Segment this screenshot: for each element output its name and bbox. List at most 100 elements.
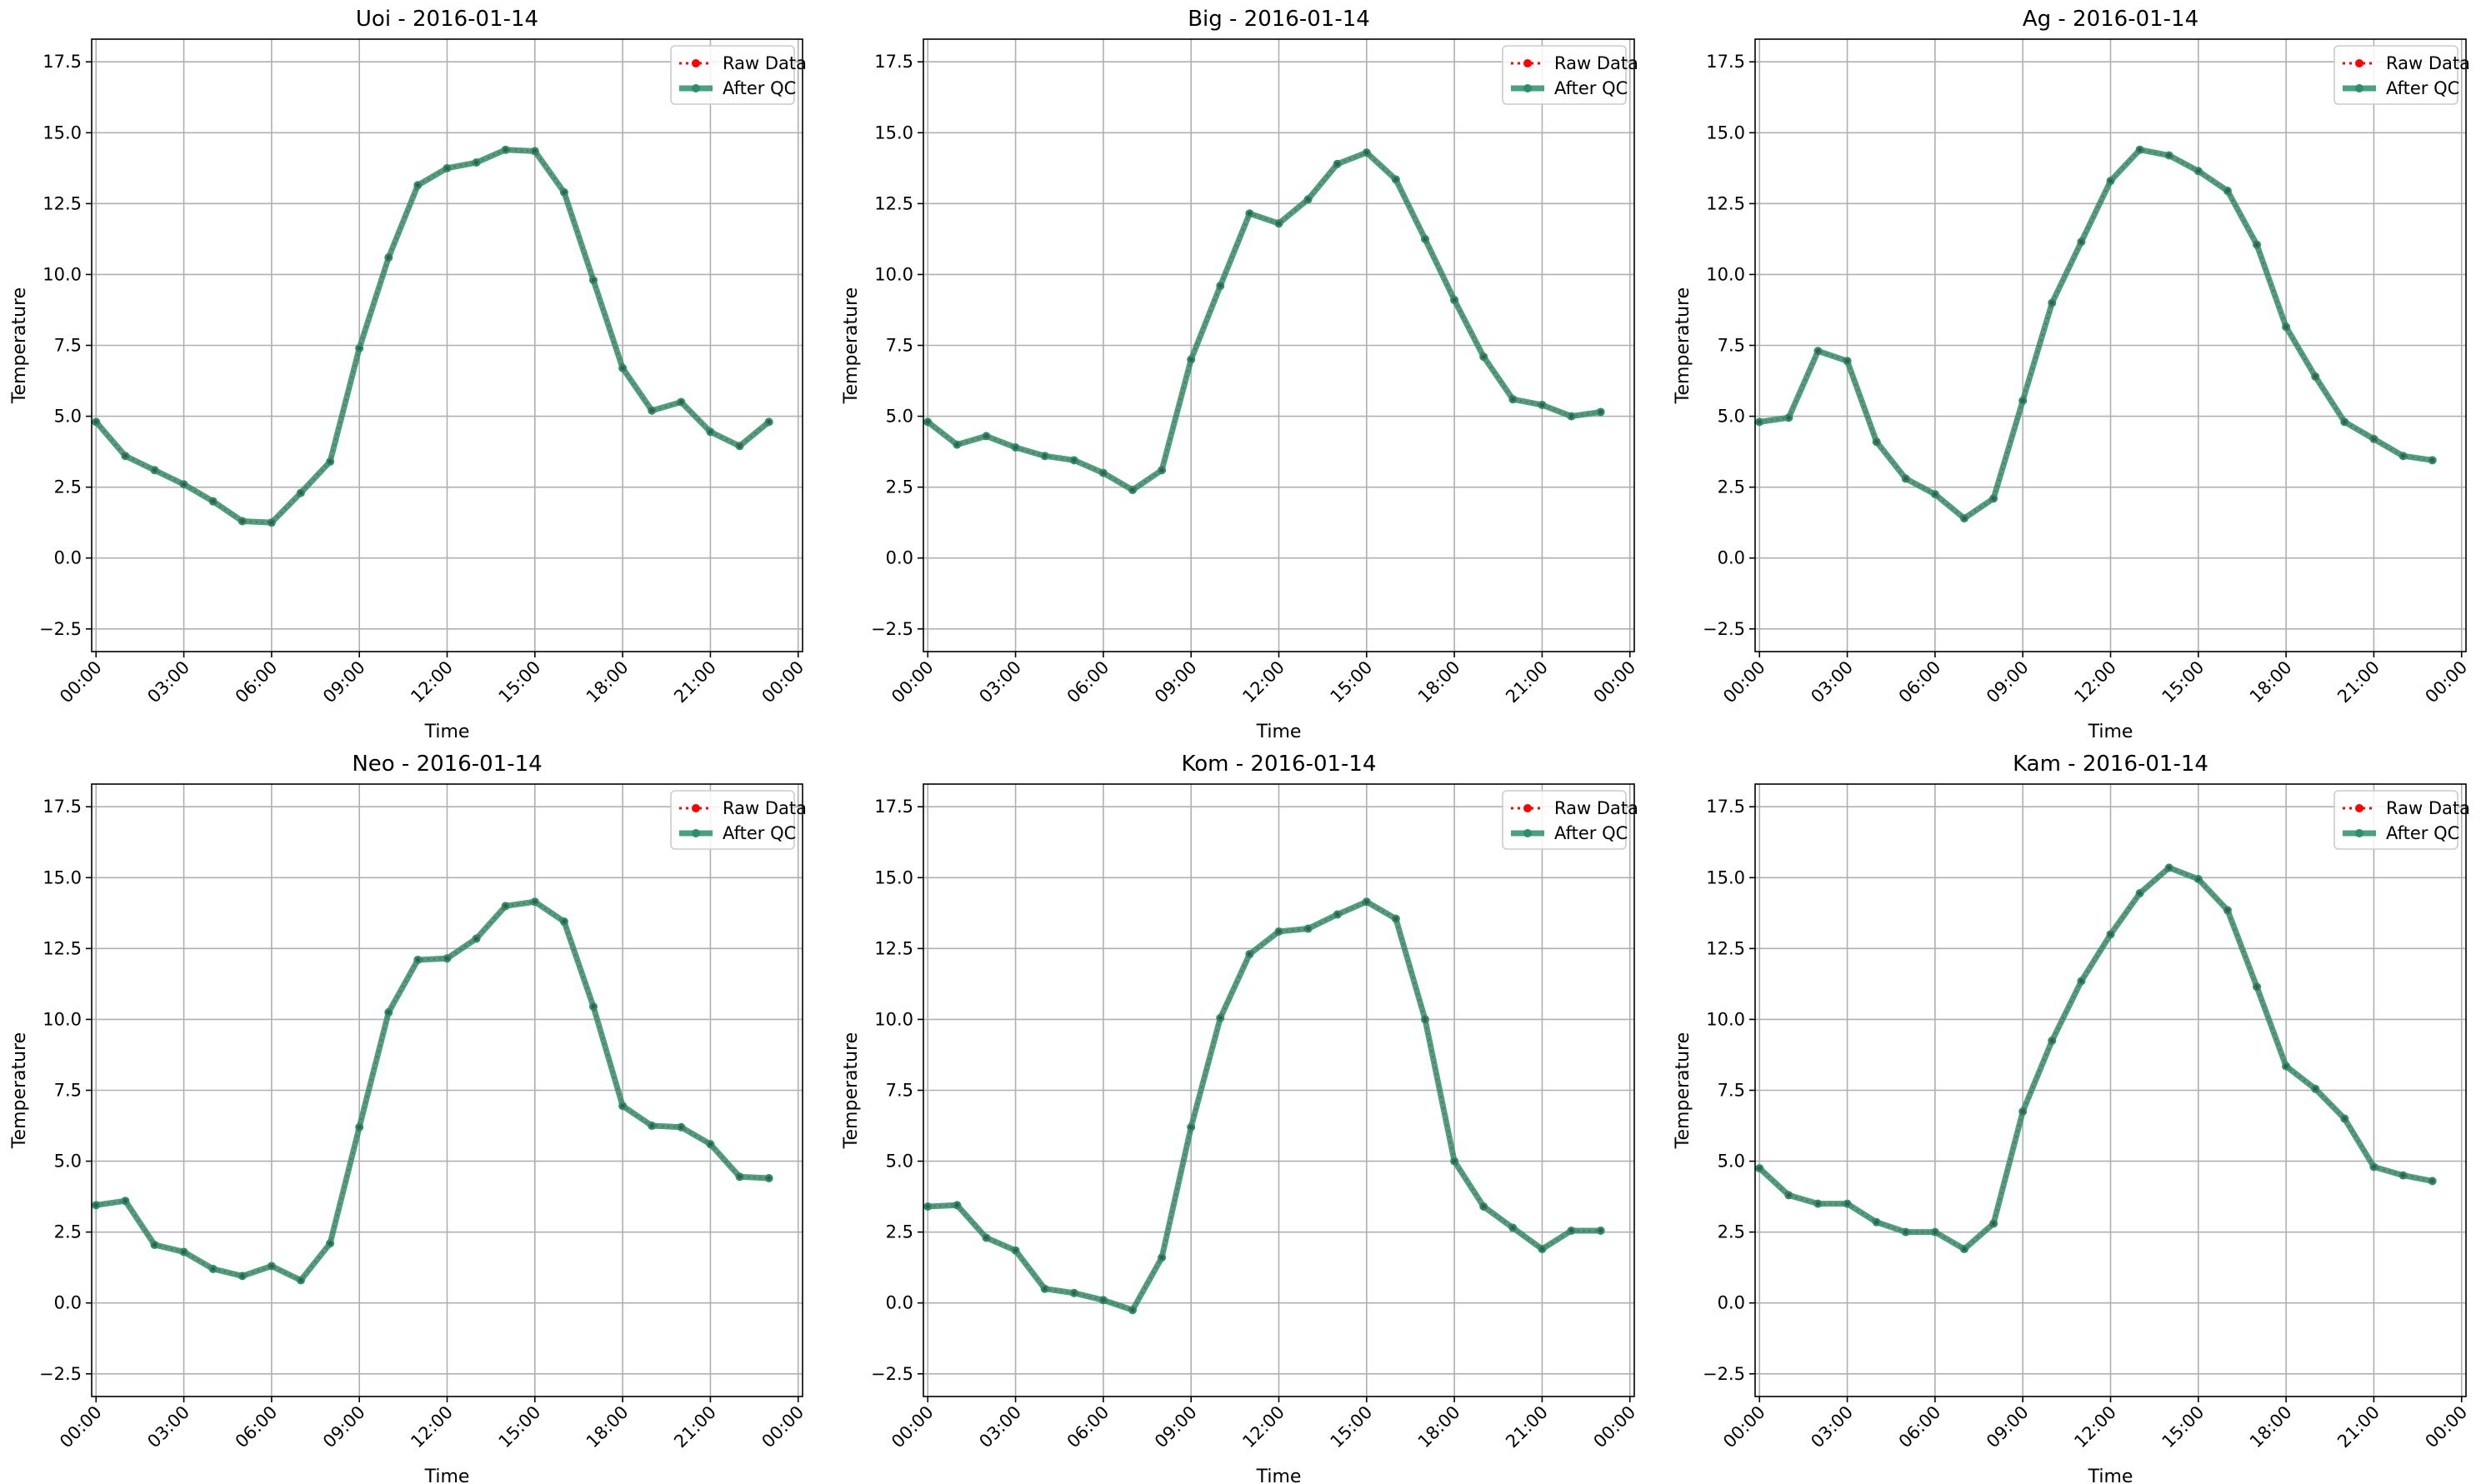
y-axis-label: Temperature — [9, 287, 30, 404]
y-tick-label: 10.0 — [43, 264, 82, 284]
raw-data-point — [562, 919, 567, 924]
raw-data-point — [2078, 978, 2083, 983]
raw-data-point — [357, 346, 362, 351]
raw-data-point — [503, 147, 508, 152]
legend-raw-data-marker — [1523, 804, 1532, 812]
raw-data-point — [2108, 932, 2113, 937]
raw-data-point — [1481, 354, 1486, 359]
y-tick-label: 0.0 — [886, 1293, 913, 1313]
raw-data-point — [2313, 1087, 2318, 1092]
raw-data-point — [2430, 457, 2435, 462]
series-after-qc-line — [1758, 147, 2433, 522]
raw-data-point — [1933, 1230, 1938, 1235]
raw-data-point — [1335, 162, 1340, 167]
raw-data-point — [2254, 242, 2259, 247]
y-tick-label: 17.5 — [874, 797, 913, 817]
y-tick-label: 5.0 — [1718, 407, 1745, 427]
legend-raw-data-label: Raw Data — [723, 798, 807, 818]
subplot-title: Neo - 2016-01-14 — [352, 752, 542, 777]
raw-data-point — [2196, 168, 2201, 173]
raw-data-point — [1159, 467, 1164, 472]
y-tick-label: 7.5 — [54, 1081, 82, 1101]
raw-data-point — [1757, 419, 1762, 424]
raw-data-point — [152, 1242, 157, 1247]
raw-data-point — [445, 956, 449, 961]
raw-data-point — [2138, 147, 2143, 152]
raw-data-point — [2313, 374, 2318, 379]
y-tick-label: 15.0 — [43, 122, 82, 142]
raw-data-point — [620, 366, 625, 371]
legend-after-qc-label: After QC — [1554, 823, 1628, 843]
legend: Raw Data After QC — [1502, 45, 1638, 105]
legend-after-qc-label: After QC — [1554, 78, 1628, 98]
raw-data-point — [240, 1273, 245, 1278]
x-axis-label: Time — [2088, 722, 2133, 742]
x-tick-label: 21:00 — [1502, 657, 1552, 707]
x-tick-label: 12:00 — [407, 1402, 457, 1452]
subplot-4: −2.5 0.0 2.5 5.0 7.5 10.0 12.5 15.0 17.5 00:00 03:… — [9, 752, 808, 1484]
raw-data-point — [2283, 1064, 2288, 1069]
series-raw-data-line — [95, 148, 770, 524]
x-tick-label: 03:00 — [143, 1402, 193, 1452]
legend-after-qc-marker — [1523, 84, 1532, 92]
raw-data-point — [1277, 929, 1281, 934]
raw-data-point — [1188, 1125, 1193, 1130]
x-tick-label: 00:00 — [888, 657, 938, 707]
raw-data-point — [1933, 492, 1938, 497]
raw-data-point — [1013, 445, 1018, 450]
y-tick-label: 5.0 — [54, 1152, 82, 1172]
y-tick-label: 17.5 — [874, 52, 913, 72]
x-tick-label: 00:00 — [1719, 1402, 1769, 1452]
x-tick-label: 18:00 — [583, 1402, 633, 1452]
x-tick-label: 00:00 — [56, 657, 106, 707]
raw-data-point — [93, 1202, 98, 1207]
y-tick-label: 15.0 — [1706, 867, 1745, 887]
raw-data-point — [1815, 1202, 1820, 1207]
x-tick-label: 06:00 — [232, 1402, 282, 1452]
x-tick-label: 21:00 — [670, 1402, 720, 1452]
x-tick-label: 12:00 — [1238, 657, 1288, 707]
y-tick-label: −2.5 — [1703, 1364, 1745, 1384]
series-after-qc-line — [1757, 864, 2433, 1252]
y-axis-label: Temperature — [841, 1032, 862, 1149]
raw-data-point — [738, 443, 743, 448]
y-tick-label: −2.5 — [871, 1364, 913, 1384]
raw-data-point — [925, 1204, 930, 1209]
raw-data-point — [1423, 1017, 1428, 1022]
raw-data-point — [1043, 1287, 1048, 1292]
x-tick-label: 09:00 — [1151, 1402, 1201, 1452]
x-tick-label: 09:00 — [1983, 1402, 2033, 1452]
raw-data-point — [123, 453, 128, 458]
raw-data-point — [1101, 1297, 1106, 1302]
x-tick-label: 03:00 — [143, 657, 193, 707]
raw-data-point — [1218, 283, 1223, 288]
raw-data-point — [1845, 358, 1850, 363]
x-tick-label: 21:00 — [1502, 1402, 1552, 1452]
y-tick-label: 2.5 — [1718, 477, 1745, 497]
y-tick-label: 2.5 — [1718, 1222, 1745, 1242]
series-raw-data-line — [1759, 148, 2433, 520]
raw-data-point — [328, 1241, 333, 1246]
raw-data-point — [1815, 348, 1820, 353]
raw-data-point — [983, 1235, 988, 1240]
raw-data-point — [2225, 188, 2230, 193]
plot-frame — [1754, 783, 2467, 1397]
y-axis-label: Temperature — [1673, 1032, 1693, 1149]
legend-after-qc-label: After QC — [2386, 823, 2459, 843]
raw-data-point — [1218, 1016, 1223, 1021]
x-tick-label: 03:00 — [1807, 657, 1857, 707]
raw-data-point — [152, 467, 157, 472]
raw-data-point — [2078, 239, 2083, 244]
y-tick-label: 12.5 — [43, 193, 82, 213]
subplot-title: Big - 2016-01-14 — [1188, 7, 1370, 32]
x-tick-label: 15:00 — [1327, 657, 1377, 707]
x-tick-label: 00:00 — [56, 1402, 106, 1452]
x-tick-label: 21:00 — [670, 657, 720, 707]
subplot-3: −2.5 0.0 2.5 5.0 7.5 10.0 12.5 15.0 17.5 00:00 03:… — [1673, 7, 2471, 742]
raw-data-point — [1539, 402, 1544, 407]
raw-data-point — [1130, 487, 1135, 492]
raw-data-point — [474, 936, 479, 941]
x-tick-label: 06:00 — [1063, 657, 1113, 707]
raw-data-point — [1991, 496, 1996, 501]
raw-data-point — [1481, 1204, 1486, 1209]
